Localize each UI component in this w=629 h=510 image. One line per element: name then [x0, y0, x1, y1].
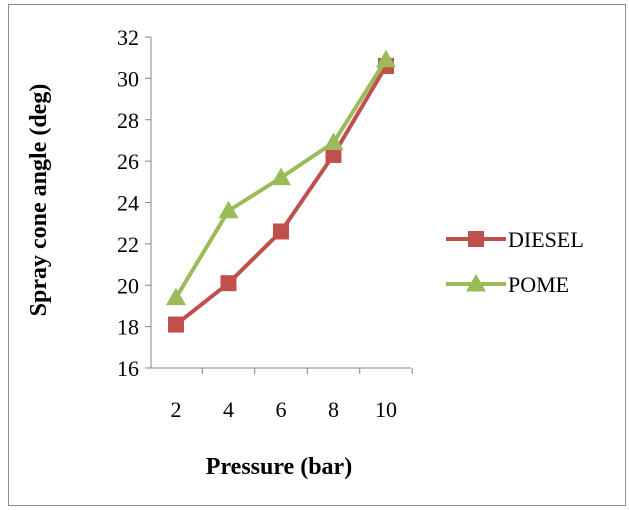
y-axis: 16 18 20 22 24 26 28 30 32	[117, 25, 152, 381]
data-point-pome	[166, 287, 186, 306]
y-tick-label: 18	[117, 315, 139, 340]
data-point-diesel	[273, 223, 289, 240]
data-point-pome	[271, 167, 291, 186]
y-tick-label: 32	[117, 25, 139, 50]
data-point-diesel	[325, 146, 342, 163]
data-point-diesel	[168, 316, 184, 333]
data-point-pome	[323, 132, 344, 151]
y-tick-label: 28	[117, 108, 139, 133]
x-tick-label: 10	[375, 397, 397, 422]
legend-marker	[468, 231, 484, 247]
data-point-pome	[376, 49, 396, 68]
x-axis-title: Pressure (bar)	[206, 454, 352, 480]
legend: DIESEL POME	[446, 227, 584, 297]
legend-entry-pome: POME	[446, 272, 569, 297]
data-point-diesel	[220, 275, 237, 292]
y-tick-label: 26	[117, 149, 139, 174]
x-axis: 2 4 6 8 10	[151, 367, 413, 422]
y-tick-label: 20	[117, 273, 139, 298]
legend-marker	[466, 274, 486, 292]
legend-label: POME	[508, 272, 569, 297]
legend-label: DIESEL	[508, 227, 584, 252]
data-point-pome	[218, 200, 239, 219]
chart-frame	[8, 4, 626, 506]
y-tick-label: 22	[117, 232, 139, 257]
series-layer	[166, 49, 396, 333]
x-tick-label: 8	[328, 397, 339, 422]
y-axis-title: Spray cone angle (deg)	[26, 84, 52, 317]
y-tick-label: 30	[117, 66, 139, 91]
x-tick-label: 6	[276, 397, 287, 422]
y-tick-label: 24	[117, 191, 139, 216]
x-tick-label: 4	[223, 397, 234, 422]
series-pome	[166, 49, 396, 306]
legend-entry-diesel: DIESEL	[446, 227, 584, 252]
series-line-diesel	[174, 64, 388, 327]
y-tick-label: 16	[117, 356, 139, 381]
x-tick-label: 2	[171, 397, 182, 422]
